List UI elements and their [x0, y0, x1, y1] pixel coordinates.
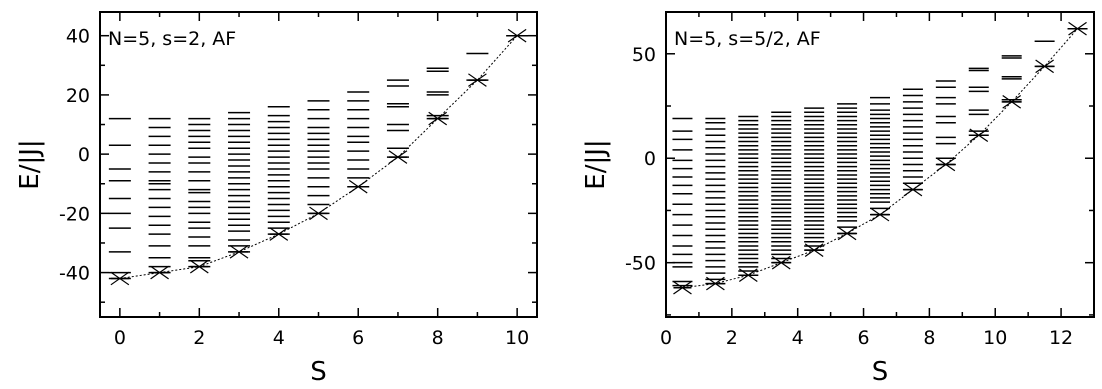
right-y-tick-label: 0	[644, 148, 656, 170]
right-ground-state-marker	[936, 157, 956, 172]
right-y-tick-label: 50	[632, 44, 656, 66]
left-x-tick-label: 8	[432, 327, 444, 349]
left-x-tick-label: 10	[505, 327, 529, 349]
left-y-tick-label: 20	[66, 85, 90, 107]
right-ground-state-marker	[804, 243, 824, 257]
right-ground-state-marker	[738, 268, 758, 283]
left-y-tick-label: 0	[78, 144, 90, 166]
left-x-axis-title: S	[310, 357, 327, 385]
right-x-tick-label: 0	[660, 327, 672, 349]
left-y-tick-label: 40	[66, 26, 90, 48]
right-ground-state-marker	[706, 276, 725, 291]
left-panel-n5-s2: 0 2 4 6 8 10 -40 -20 0 20 40 S E/|J| N=5, s=2, AF	[15, 11, 538, 387]
left-panel-annotation: N=5, s=2, AF	[108, 28, 236, 50]
right-ground-state-marker	[1068, 21, 1087, 36]
left-x-tick-label: 6	[352, 327, 364, 349]
left-ground-state-marker	[189, 259, 209, 274]
left-y-tick-label: -40	[59, 263, 90, 285]
right-x-tick-label: 4	[792, 327, 804, 349]
left-ground-state-marker	[507, 28, 527, 43]
right-y-tick-label: -50	[625, 253, 656, 275]
left-ground-state-marker	[468, 73, 487, 87]
left-ground-state-marker	[388, 150, 408, 164]
right-ground-state-marker	[1002, 95, 1022, 109]
right-x-tick-label: 2	[726, 327, 738, 349]
left-y-tick-label: -20	[59, 203, 90, 225]
left-ground-state-marker	[348, 179, 368, 194]
right-ground-state-marker	[870, 207, 890, 222]
left-ground-state-marker	[269, 227, 289, 241]
left-ground-state-marker	[110, 271, 130, 286]
right-x-axis-title: S	[872, 357, 889, 385]
left-y-axis-title: E/|J|	[15, 139, 45, 189]
right-panel-annotation: N=5, s=5/2, AF	[674, 28, 821, 50]
left-ground-state-marker	[309, 206, 328, 221]
right-ground-state-marker	[969, 128, 989, 143]
left-ground-state-marker	[428, 111, 448, 126]
left-x-tick-label: 2	[193, 327, 205, 349]
right-y-axis-title: E/|J|	[581, 139, 611, 189]
right-x-tick-label: 10	[983, 327, 1007, 349]
left-x-tick-label: 4	[273, 327, 285, 349]
right-ground-state-marker	[837, 226, 857, 241]
right-ground-state-marker	[771, 255, 791, 270]
right-ground-state-marker	[903, 182, 923, 197]
right-x-tick-label: 6	[857, 327, 869, 349]
right-ground-state-marker	[673, 280, 692, 295]
left-ground-state-marker	[150, 265, 169, 280]
right-x-tick-label: 12	[1049, 327, 1073, 349]
right-x-tick-label: 8	[923, 327, 935, 349]
right-ground-state-marker	[1035, 59, 1054, 74]
right-plot-frame	[665, 11, 1095, 318]
right-panel-n5-s5-2: 0 2 4 6 8 10 12 -50 0 50 S E/|J| N=5, s=5/2, AF	[581, 11, 1095, 387]
left-x-tick-label: 0	[114, 327, 126, 349]
left-plot-frame	[99, 11, 538, 318]
left-ground-state-marker	[229, 245, 249, 259]
